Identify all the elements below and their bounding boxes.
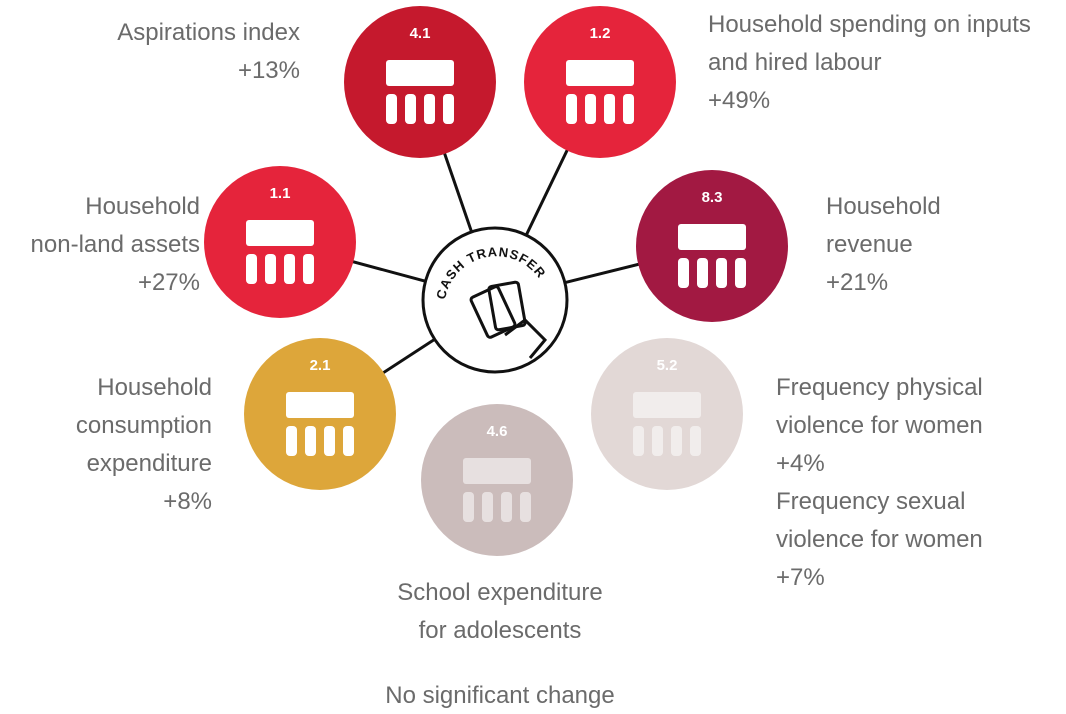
nodes: 4.1 1.2 1.1 8.3 2.1 4.6 5.2: [204, 6, 788, 556]
icon-figure: [424, 94, 435, 124]
icon-figure: [623, 94, 634, 124]
icon-figure: [286, 426, 297, 456]
icon-shape: [566, 60, 634, 86]
icon-figure: [443, 94, 454, 124]
icon-shape: [463, 458, 531, 484]
node-label: Frequency sexual: [776, 488, 965, 515]
icon-figure: [305, 426, 316, 456]
icon-shape: [246, 220, 314, 246]
node-label: violence for women: [776, 526, 983, 553]
icon-figure: [405, 94, 416, 124]
center-node: CASH TRANSFER: [421, 226, 569, 374]
icon-figure: [284, 254, 295, 284]
node-label: +8%: [163, 488, 212, 515]
sdg-icon: [463, 458, 531, 522]
icon-figure: [265, 254, 276, 284]
icon-figure: [501, 492, 512, 522]
sdg-code: 5.2: [657, 357, 678, 374]
icon-figure: [482, 492, 493, 522]
sdg-icon: [633, 392, 701, 456]
sdg-code: 1.2: [590, 25, 611, 42]
sdg-node: 1.2: [524, 6, 676, 158]
icon-figure: [652, 426, 663, 456]
icon-figure: [386, 94, 397, 124]
sdg-icon: [286, 392, 354, 456]
node-label: +7%: [776, 564, 825, 591]
icon-figure: [343, 426, 354, 456]
icon-figure: [566, 94, 577, 124]
sdg-icon: [566, 60, 634, 124]
node-label: Household: [826, 193, 941, 220]
center-circle: [421, 226, 569, 374]
sdg-node: 1.1: [204, 166, 356, 318]
icon-figure: [324, 426, 335, 456]
sdg-node: 4.1: [344, 6, 496, 158]
sdg-node: 8.3: [636, 170, 788, 322]
icon-shape: [678, 224, 746, 250]
icon-figure: [604, 94, 615, 124]
icon-figure: [671, 426, 682, 456]
node-label: consumption: [76, 412, 212, 439]
node-label: violence for women: [776, 412, 983, 439]
node-label: +27%: [138, 269, 200, 296]
sdg-node: 4.6: [421, 404, 573, 556]
node-label: for adolescents: [419, 617, 582, 644]
icon-figure: [697, 258, 708, 288]
node-label: Frequency physical: [776, 374, 983, 401]
node-label: +49%: [708, 87, 770, 114]
node-label: Household: [85, 193, 200, 220]
icon-figure: [678, 258, 689, 288]
icon-figure: [716, 258, 727, 288]
sdg-node: 5.2: [591, 338, 743, 490]
money-icon: [469, 280, 548, 359]
icon-figure: [520, 492, 531, 522]
icon-figure: [303, 254, 314, 284]
node-label: and hired labour: [708, 49, 881, 76]
icon-shape: [386, 60, 454, 86]
icon-shape: [286, 392, 354, 418]
icon-figure: [633, 426, 644, 456]
icon-figure: [735, 258, 746, 288]
node-label: Household: [97, 374, 212, 401]
node-label: revenue: [826, 231, 913, 258]
node-label: School expenditure: [397, 579, 602, 606]
icon-shape: [633, 392, 701, 418]
sdg-code: 8.3: [702, 189, 723, 206]
sdg-icon: [246, 220, 314, 284]
node-label: +4%: [776, 450, 825, 477]
sdg-code: 1.1: [270, 185, 291, 202]
icon-figure: [246, 254, 257, 284]
icon-figure: [463, 492, 474, 522]
sdg-code: 4.6: [487, 423, 508, 440]
sdg-icon: [386, 60, 454, 124]
sdg-icon: [678, 224, 746, 288]
icon-figure: [585, 94, 596, 124]
node-label: non-land assets: [31, 231, 200, 258]
node-label: expenditure: [87, 450, 212, 477]
node-label: Aspirations index: [117, 19, 300, 46]
sdg-code: 2.1: [310, 357, 331, 374]
note: No significant change: [385, 682, 614, 709]
sdg-node: 2.1: [244, 338, 396, 490]
node-label: +21%: [826, 269, 888, 296]
icon-figure: [690, 426, 701, 456]
sdg-code: 4.1: [410, 25, 431, 42]
node-label: +13%: [238, 57, 300, 84]
node-label: Household spending on inputs: [708, 11, 1031, 38]
